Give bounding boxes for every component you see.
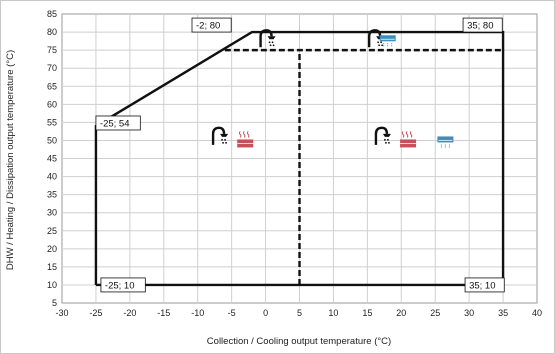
shower-drop xyxy=(269,44,272,47)
y-tick-label: 40 xyxy=(47,172,57,182)
radiator-icon xyxy=(237,131,254,148)
shower-drop xyxy=(271,41,274,44)
shower-pipe xyxy=(374,126,389,145)
shower-drop xyxy=(381,44,384,47)
shower-head xyxy=(220,133,229,137)
shower-pipe xyxy=(367,29,382,48)
shower-drop xyxy=(380,41,383,44)
cooling-unit-icon xyxy=(379,35,396,48)
x-tick-label: -25 xyxy=(89,308,102,318)
annotation-label: -25; 54 xyxy=(100,118,130,129)
annotation-label: 35; 80 xyxy=(467,21,493,32)
shower-drop xyxy=(224,138,226,141)
y-tick-label: 75 xyxy=(47,45,57,55)
heat-wave xyxy=(246,131,250,138)
shower-pipe xyxy=(211,126,226,145)
heat-wave xyxy=(238,131,242,138)
heat-wave xyxy=(405,131,409,138)
shower-pipe xyxy=(259,29,273,48)
shower-drop xyxy=(378,44,381,47)
x-tick-label: -30 xyxy=(55,308,68,318)
shower-drop xyxy=(387,138,389,141)
annotation-label: -2; 80 xyxy=(196,21,220,32)
shower-head xyxy=(267,36,276,40)
heat-wave xyxy=(242,131,246,138)
y-tick-label: 55 xyxy=(47,117,57,127)
shower-icon xyxy=(374,126,391,145)
x-tick-label: 5 xyxy=(297,308,302,318)
annotation-box xyxy=(462,17,503,33)
cooling-unit-icon xyxy=(437,136,454,149)
x-tick-label: 30 xyxy=(464,308,474,318)
y-tick-label: 10 xyxy=(47,280,57,290)
y-tick-label: 15 xyxy=(47,262,57,272)
y-tick-label: 70 xyxy=(47,63,57,73)
heat-wave xyxy=(401,131,405,138)
annotation-box xyxy=(464,277,505,293)
x-tick-label: -15 xyxy=(157,308,170,318)
shower-drop xyxy=(268,41,271,44)
tick-labels: -30 -25 -20 -15 -10 -5 0 5 10 15 20 25 30 35 40 5 10 15 20… xyxy=(47,9,542,318)
x-tick-label: -10 xyxy=(191,308,204,318)
y-tick-label: 35 xyxy=(47,190,57,200)
cooling-unit-body xyxy=(437,136,454,143)
x-tick-label: -20 xyxy=(123,308,136,318)
cooling-unit-body xyxy=(379,35,396,42)
shower-drop xyxy=(388,141,390,144)
x-tick-label: -5 xyxy=(228,308,236,318)
annotation-box xyxy=(100,277,146,293)
point-annotations: -2; 80 35; 80 -25; 54 -25; 10 35; 10 xyxy=(95,17,505,293)
shower-drop xyxy=(384,138,386,141)
shower-head xyxy=(382,133,391,137)
x-tick-label: 40 xyxy=(532,308,542,318)
shower-icon xyxy=(259,29,276,48)
y-tick-label: 60 xyxy=(47,99,57,109)
x-tick-label: 0 xyxy=(263,308,268,318)
y-tick-label: 25 xyxy=(47,226,57,236)
shower-drop xyxy=(222,141,224,144)
x-tick-label: 15 xyxy=(362,308,372,318)
shower-drop xyxy=(221,138,223,141)
shower-drop xyxy=(225,141,227,144)
shower-drop xyxy=(385,141,387,144)
x-tick-label: 35 xyxy=(498,308,508,318)
annotation-box xyxy=(95,115,141,131)
annotation-box xyxy=(191,17,232,33)
y-tick-label: 50 xyxy=(47,135,57,145)
shower-drop xyxy=(377,41,380,44)
y-tick-label: 80 xyxy=(47,27,57,37)
shower-icon xyxy=(211,126,229,145)
y-tick-label: 65 xyxy=(47,81,57,91)
y-tick-label: 5 xyxy=(52,298,57,308)
x-tick-label: 10 xyxy=(328,308,338,318)
annotation-label: -25; 10 xyxy=(105,280,135,291)
x-tick-label: 25 xyxy=(430,308,440,318)
shower-drop xyxy=(272,44,275,47)
x-tick-label: 20 xyxy=(396,308,406,318)
radiator-icon xyxy=(400,131,417,148)
chart-icons xyxy=(211,29,454,149)
heat-wave xyxy=(409,131,413,138)
y-tick-label: 20 xyxy=(47,244,57,254)
x-axis-title: Collection / Cooling output temperature … xyxy=(207,336,391,347)
y-axis-title: DHW / Heating / Dissipation output tempe… xyxy=(5,50,16,270)
annotation-label: 35; 10 xyxy=(469,280,495,291)
y-tick-label: 30 xyxy=(47,208,57,218)
y-tick-label: 45 xyxy=(47,154,57,164)
y-tick-label: 85 xyxy=(47,9,57,19)
